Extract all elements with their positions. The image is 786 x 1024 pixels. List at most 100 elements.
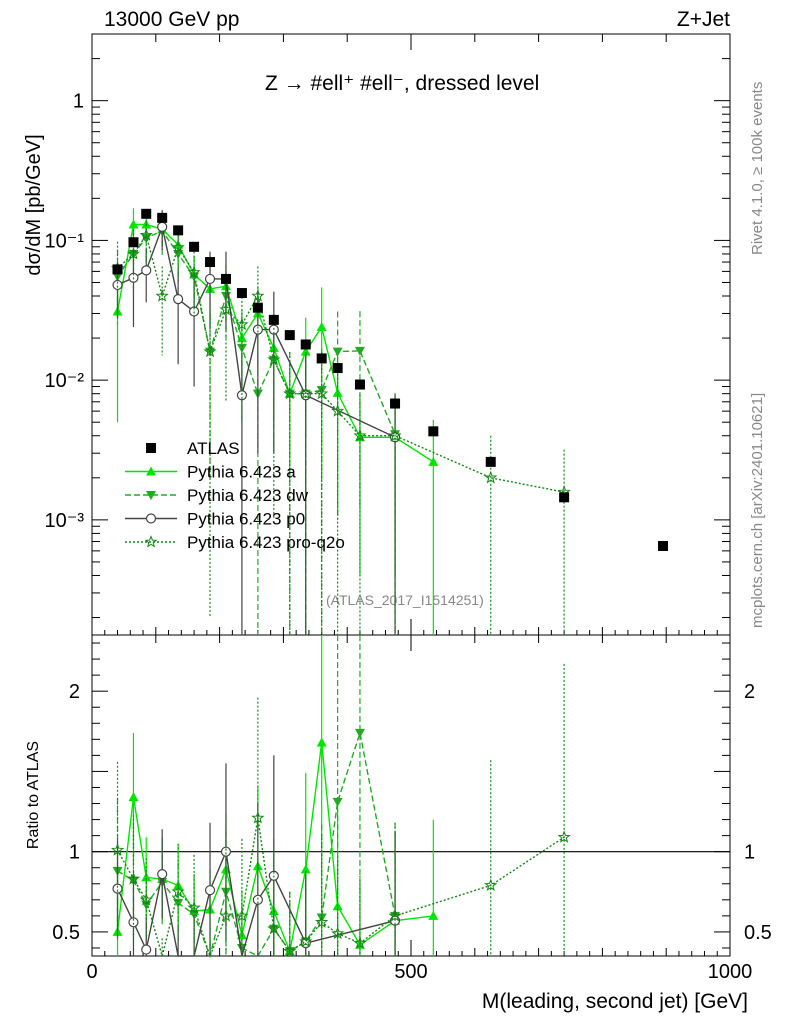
data-point (141, 265, 152, 276)
ratio-data-point (141, 944, 152, 955)
data-point (187, 265, 201, 279)
ratio-data-point (189, 910, 200, 920)
ratio-series-pythia-6-423-pro-q2o (110, 663, 571, 959)
data-point (128, 237, 139, 248)
data-point (658, 541, 669, 552)
legend-label: Pythia 6.423 a (187, 463, 296, 482)
data-point (189, 241, 200, 252)
ratio-data-point (204, 885, 216, 896)
ratio-data-point (557, 830, 571, 843)
data-point (126, 246, 141, 260)
data-point (252, 324, 263, 335)
data-point (284, 330, 295, 341)
data-point (283, 386, 297, 400)
legend-label: Pythia 6.423 p0 (187, 510, 305, 529)
ratio-y-tick-label: 1 (69, 842, 80, 864)
ratio-y-tick-label: 0.5 (52, 922, 80, 944)
data-point (316, 386, 327, 396)
data-point (484, 470, 498, 484)
ratio-series-pythia-6-423-a (112, 635, 439, 956)
side-label-top: Rivet 4.1.0, ≥ 100k events (749, 82, 766, 255)
ratio-data-point (251, 811, 265, 824)
ratio-data-point (171, 884, 185, 898)
data-point (157, 221, 168, 232)
x-tick-label: 500 (394, 961, 427, 983)
axis-tick-labels: 0 500 1000 10⁻³ 10⁻² 10⁻¹ 1 0.5 0.5 1 1 2 2 (45, 91, 772, 983)
data-point (316, 322, 327, 332)
ratio-data-point (128, 792, 139, 802)
data-point (331, 404, 345, 417)
plot-title: Z → #ell⁺ #ell⁻, dressed level (265, 72, 539, 95)
data-point (236, 343, 247, 353)
data-point (155, 289, 169, 302)
series-pythia-6-423-p0 (112, 210, 401, 635)
main-y-axis-title: dσ/dM [pb/GeV] (23, 134, 45, 275)
ratio-series-pythia-6-423-p0 (112, 755, 401, 957)
ratio-data-point (220, 846, 232, 857)
energy-label: 13000 GeV pp (104, 8, 239, 31)
data-point (354, 346, 365, 356)
ratio-data-point (316, 737, 327, 747)
legend-entry: Pythia 6.423 pro-q2o (125, 533, 345, 552)
ratio-data-point (315, 915, 329, 928)
ratio-y-tick-label-right: 2 (744, 681, 755, 703)
ratio-data-point (300, 864, 311, 874)
ratio-data-point (235, 908, 249, 922)
legend-label: ATLAS (187, 439, 240, 458)
ratio-data-point (283, 944, 297, 957)
axis-ticks (91, 33, 731, 956)
legend-marker (146, 491, 156, 500)
data-point (235, 317, 249, 331)
legend-marker (146, 443, 156, 453)
data-point (332, 363, 343, 374)
data-point (139, 228, 153, 241)
ratio-y-tick-label: 2 (69, 681, 80, 703)
data-point (267, 352, 281, 366)
data-point (332, 347, 343, 357)
ratio-y-tick-label-right: 1 (744, 842, 755, 864)
ratio-data-point (141, 872, 152, 882)
data-point (236, 288, 247, 299)
x-tick-label: 0 (86, 961, 97, 983)
data-point (332, 387, 343, 397)
data-point (300, 346, 311, 356)
ratio-data-point (484, 878, 498, 891)
data-point (112, 279, 123, 291)
ratio-data-point (157, 869, 168, 880)
legend-marker (146, 466, 156, 476)
y-tick-label: 1 (73, 91, 84, 113)
data-point (128, 219, 139, 229)
ratio-data-point (187, 900, 201, 914)
data-point (316, 353, 327, 364)
ratio-y-tick-label-right: 0.5 (744, 922, 772, 944)
data-point (388, 428, 402, 442)
data-point (354, 379, 365, 390)
series-pythia-6-423-pro-q2o (110, 216, 571, 635)
ratio-data-point (112, 883, 123, 894)
ratio-plot-series (110, 635, 571, 959)
ratio-data-point (353, 936, 367, 949)
main-plot-series (110, 208, 669, 635)
ratio-series-line (116, 742, 434, 954)
ratio-plot-frame (91, 634, 731, 957)
data-point (219, 302, 233, 316)
analysis-tag: (ATLAS_2017_I1514251) (326, 592, 484, 608)
legend-entry: ATLAS (146, 439, 240, 458)
legend: ATLAS Pythia 6.423 a Pythia 6.423 dw Pythia… (125, 439, 345, 552)
ratio-data-point (126, 872, 141, 885)
legend-label: Pythia 6.423 pro-q2o (187, 533, 345, 552)
data-point (559, 492, 570, 503)
data-point (428, 426, 439, 437)
y-tick-label: 10⁻³ (45, 510, 85, 532)
data-point (353, 428, 367, 442)
ratio-data-point (332, 797, 343, 807)
ratio-data-point (299, 934, 313, 948)
data-point (390, 398, 401, 409)
ratio-series-line (117, 732, 396, 959)
data-point (112, 264, 123, 275)
ratio-data-point (139, 892, 153, 906)
side-label-bottom: mcplots.cern.ch [arXiv:2401.10621] (749, 393, 766, 628)
data-point (173, 249, 184, 259)
ratio-data-point (219, 908, 233, 922)
